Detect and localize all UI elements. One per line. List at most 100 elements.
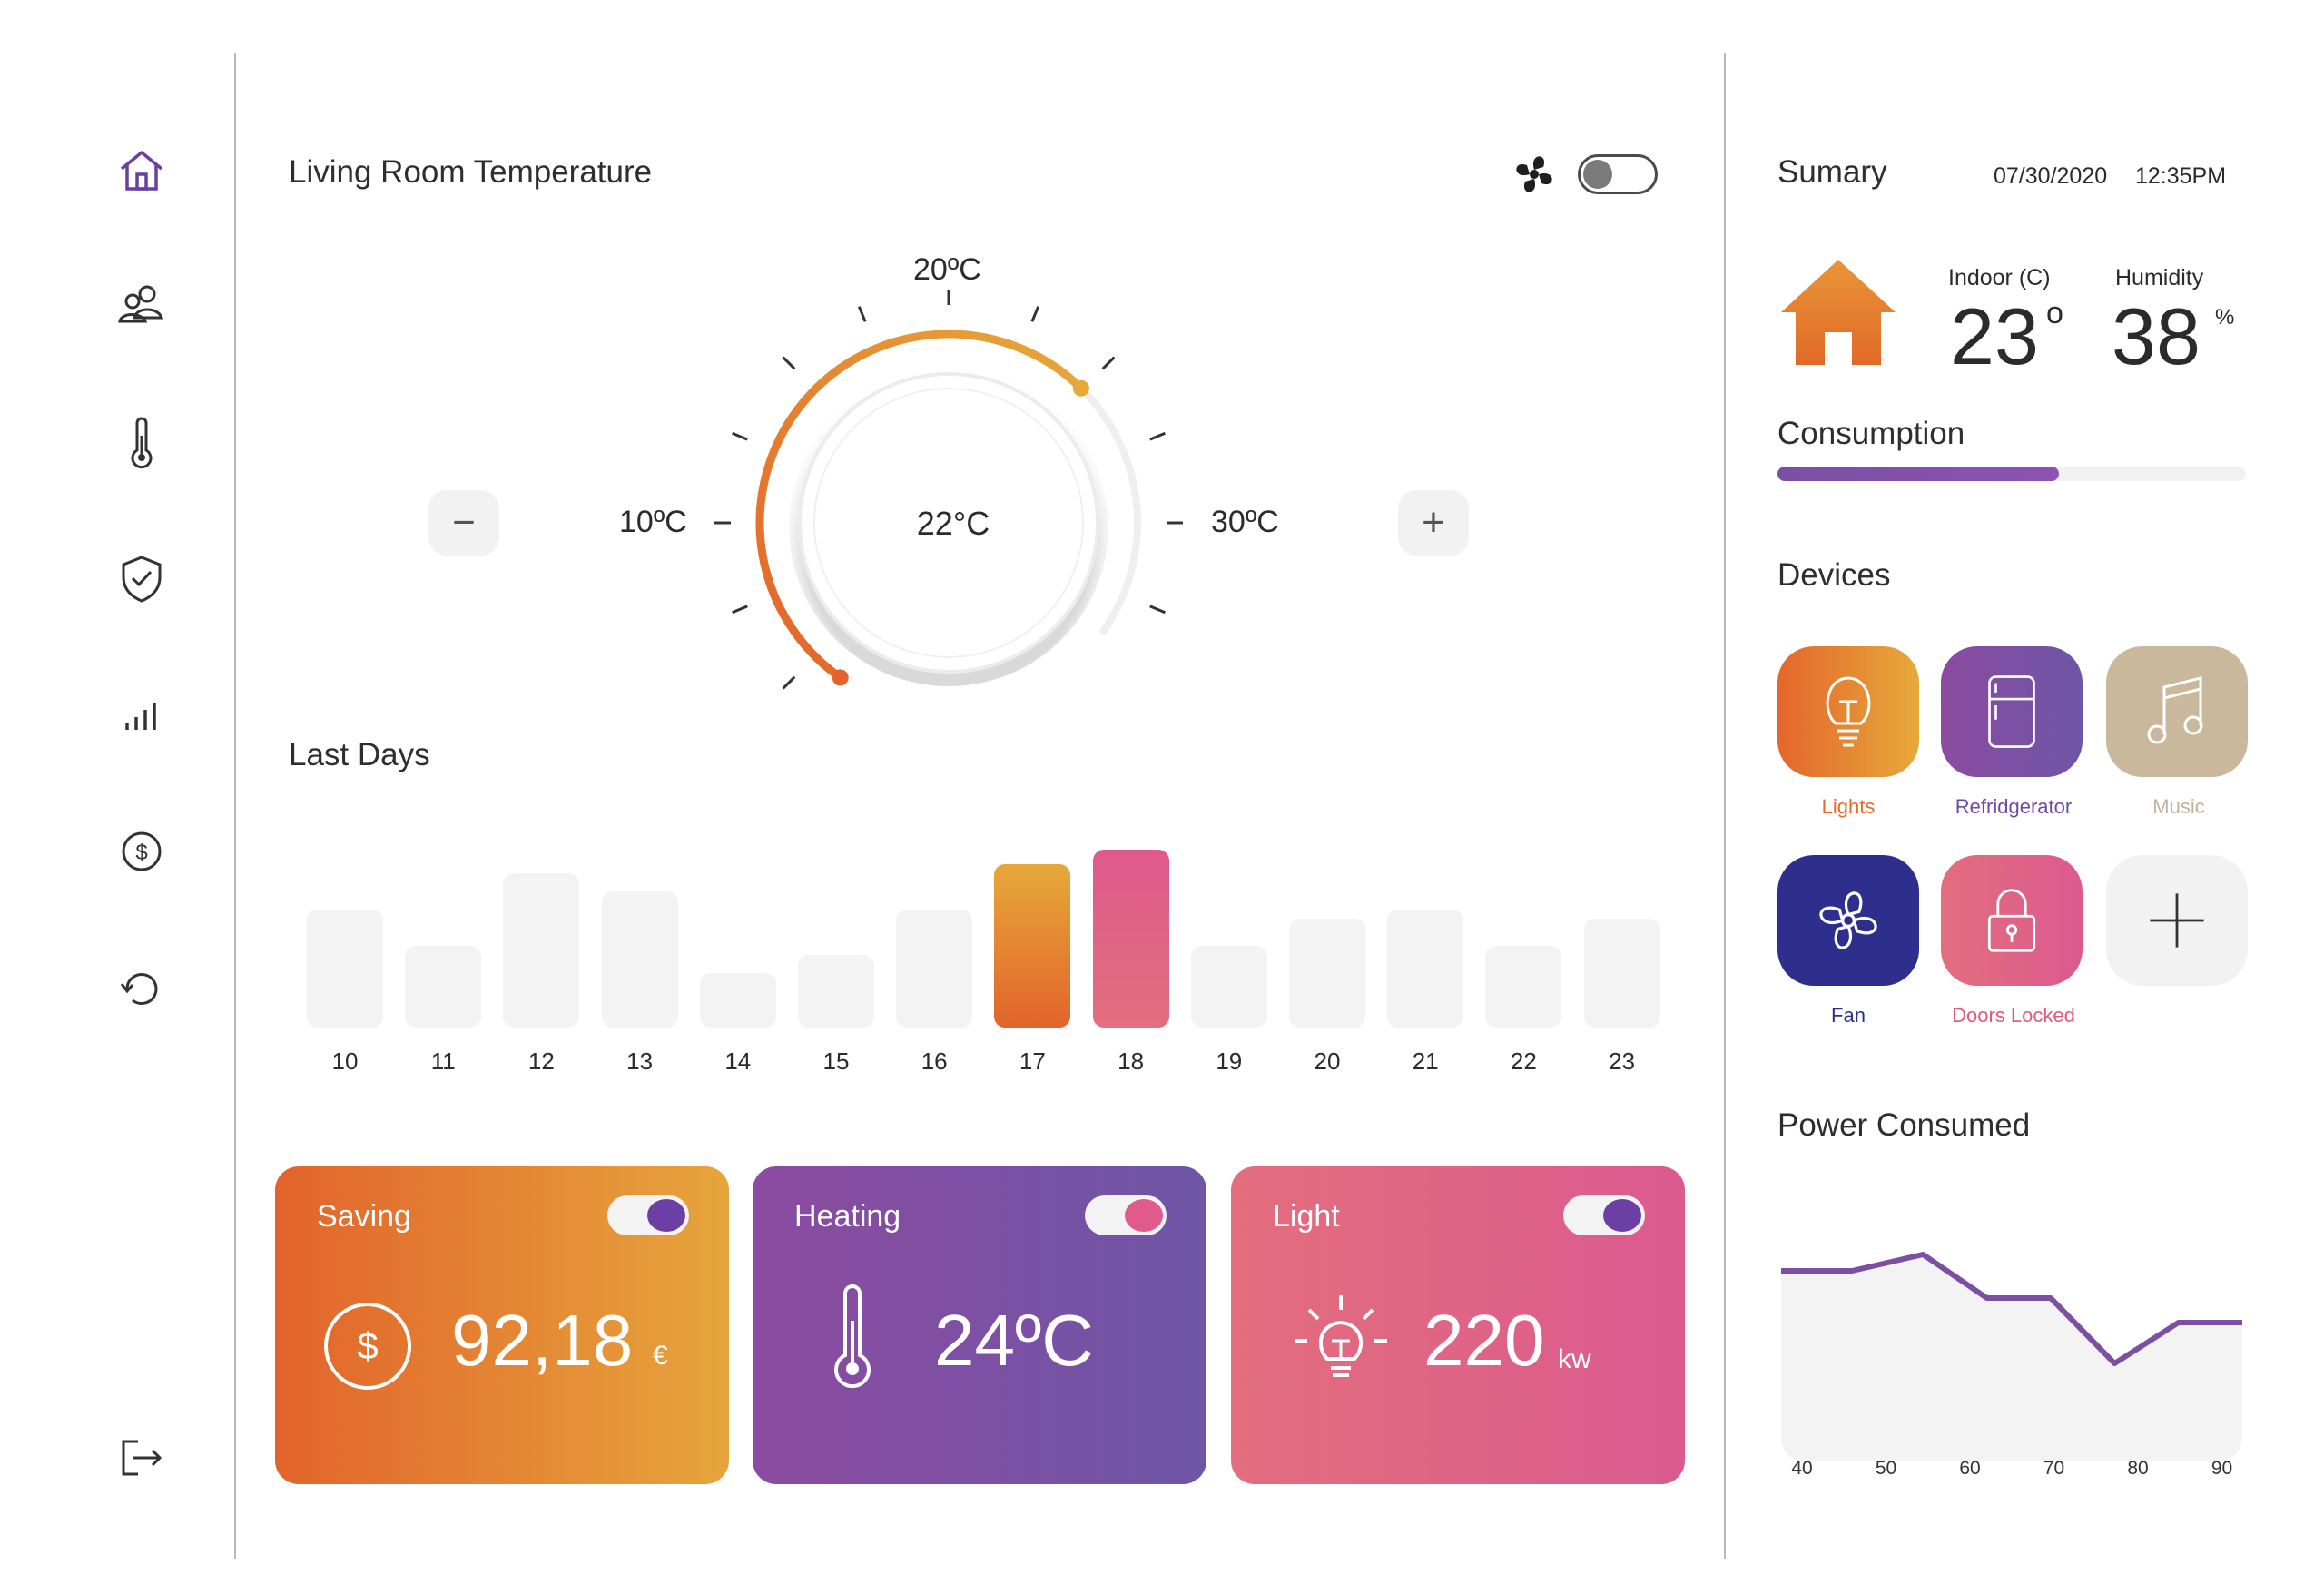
bar-day-17[interactable] xyxy=(994,864,1071,1028)
upper-temp-label: 30ºC xyxy=(1211,505,1279,539)
music-device-button[interactable] xyxy=(2106,646,2248,777)
bar-day-19[interactable] xyxy=(1190,946,1267,1028)
indoor-unit: o xyxy=(2046,296,2063,330)
fan-icon xyxy=(1819,891,1877,949)
dial-tick xyxy=(1030,306,1040,322)
light-toggle[interactable] xyxy=(1563,1195,1645,1235)
refrigerator-device-button[interactable] xyxy=(1941,646,2083,777)
light-unit: kw xyxy=(1558,1344,1591,1374)
dial-value-arc xyxy=(755,330,1086,682)
bar-label: 10 xyxy=(331,1048,359,1075)
dial-tick xyxy=(1149,431,1166,441)
power-x-tick: 60 xyxy=(1959,1458,1981,1479)
bulb-icon xyxy=(1291,1288,1391,1393)
bar-day-15[interactable] xyxy=(798,955,874,1028)
dial-tick xyxy=(782,356,796,370)
humidity-value: 38 xyxy=(2112,291,2201,381)
saving-unit: € xyxy=(653,1341,668,1371)
saving-card[interactable]: Saving $ 92,18 € xyxy=(275,1166,729,1484)
bar-day-14[interactable] xyxy=(699,973,776,1028)
heating-value: 24ºC xyxy=(934,1300,1094,1381)
heating-toggle[interactable] xyxy=(1085,1195,1167,1235)
logout-icon[interactable] xyxy=(113,1429,171,1487)
bar-day-13[interactable] xyxy=(601,891,678,1028)
fan-device-button[interactable] xyxy=(1777,855,1919,986)
power-line xyxy=(1781,1252,2242,1366)
bar-day-11[interactable] xyxy=(405,946,482,1028)
thermometer-icon[interactable] xyxy=(113,416,171,474)
home-icon[interactable] xyxy=(113,142,171,200)
temperature-dial[interactable] xyxy=(708,290,1189,690)
bar-day-20[interactable] xyxy=(1289,919,1365,1028)
light-card[interactable]: Light 220 kw xyxy=(1231,1166,1685,1484)
dial-ticks xyxy=(714,290,1183,690)
thermometer-icon xyxy=(825,1284,880,1393)
increase-button[interactable]: + xyxy=(1398,490,1469,556)
devices-title: Devices xyxy=(1777,557,1891,593)
lights-device-button[interactable] xyxy=(1777,646,1919,777)
heating-card[interactable]: Heating 24ºC xyxy=(753,1166,1206,1484)
dial-end-dot[interactable] xyxy=(1072,379,1089,397)
bar-label: 16 xyxy=(921,1048,948,1075)
bar-day-12[interactable] xyxy=(503,873,580,1028)
bar-day-10[interactable] xyxy=(307,910,383,1028)
power-x-tick: 70 xyxy=(2043,1458,2065,1479)
add-device-button[interactable] xyxy=(2106,855,2248,986)
dial-tick xyxy=(782,675,796,690)
dial-tick xyxy=(732,605,748,615)
svg-text:$: $ xyxy=(135,841,147,865)
signal-bars-icon[interactable] xyxy=(113,686,171,744)
doors-device-button[interactable] xyxy=(1941,855,2083,986)
power-x-tick: 40 xyxy=(1791,1458,1813,1479)
lock-icon xyxy=(1987,889,2036,952)
last-days-title: Last Days xyxy=(289,737,430,772)
light-card-title: Light xyxy=(1273,1199,1340,1234)
bar-day-16[interactable] xyxy=(896,910,973,1028)
fridge-icon xyxy=(1988,675,2035,748)
refrigerator-label: Refridgerator xyxy=(1955,795,2073,818)
users-icon[interactable] xyxy=(113,278,171,336)
dollar-icon[interactable]: $ xyxy=(113,822,171,880)
consumption-title: Consumption xyxy=(1777,416,1965,451)
dial-start-dot xyxy=(832,669,849,686)
power-area xyxy=(1781,1254,2242,1461)
saving-card-title: Saving xyxy=(317,1199,411,1234)
dial-inner-ring xyxy=(813,388,1084,658)
humidity-label: Humidity xyxy=(2115,265,2204,290)
heating-toggle-knob xyxy=(1125,1199,1163,1232)
saving-toggle[interactable] xyxy=(607,1195,689,1235)
shield-icon[interactable] xyxy=(113,550,171,608)
fan-icon[interactable] xyxy=(1509,149,1560,200)
fan-label: Fan xyxy=(1831,1004,1866,1027)
bar-day-22[interactable] xyxy=(1485,946,1562,1028)
power-x-tick: 80 xyxy=(2127,1458,2149,1479)
indoor-label: Indoor (C) xyxy=(1948,265,2051,290)
bar-label: 20 xyxy=(1314,1048,1341,1075)
bar-label: 17 xyxy=(1019,1048,1046,1075)
summary-title: Sumary xyxy=(1777,154,1887,190)
music-label: Music xyxy=(2152,795,2205,818)
bar-day-18[interactable] xyxy=(1092,850,1169,1028)
summary-divider xyxy=(1724,53,1726,1559)
bar-label: 14 xyxy=(724,1048,752,1075)
bar-label: 15 xyxy=(822,1048,850,1075)
bar-label: 21 xyxy=(1412,1048,1439,1075)
history-icon[interactable] xyxy=(113,960,171,1018)
indoor-value: 23 xyxy=(1950,291,2039,381)
lights-label: Lights xyxy=(1821,795,1876,818)
summary-time: 12:35PM xyxy=(2135,163,2227,189)
bar-day-23[interactable] xyxy=(1583,919,1660,1028)
consumption-bar xyxy=(1777,467,2246,481)
music-icon xyxy=(2147,676,2203,744)
bar-label: 23 xyxy=(1609,1048,1636,1075)
decrease-button[interactable]: − xyxy=(428,490,499,556)
fan-toggle-knob xyxy=(1583,160,1612,189)
fan-toggle[interactable] xyxy=(1578,154,1658,194)
home-icon xyxy=(1779,256,1897,367)
bar-day-21[interactable] xyxy=(1387,910,1464,1028)
power-x-tick: 90 xyxy=(2211,1458,2233,1479)
bar-label: 22 xyxy=(1510,1048,1537,1075)
power-x-tick: 50 xyxy=(1875,1458,1897,1479)
heating-card-title: Heating xyxy=(794,1199,901,1234)
bar-label: 12 xyxy=(527,1048,555,1075)
